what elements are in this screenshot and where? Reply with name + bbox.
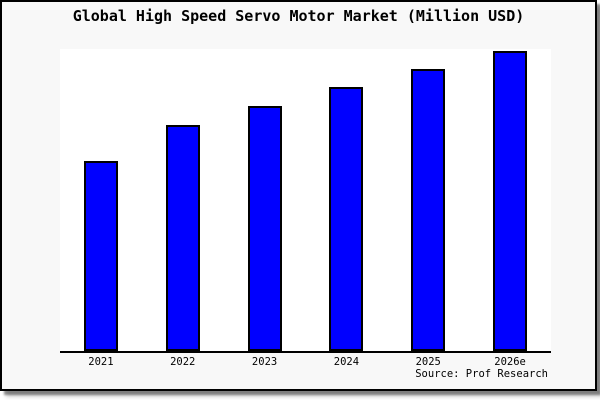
- x-tick-label-2025: 2025: [415, 356, 441, 368]
- x-tick-label-2026e: 2026e: [494, 356, 526, 368]
- bar-2021: [83, 161, 118, 351]
- bar-2022: [165, 124, 200, 351]
- chart-card: Global High Speed Servo Motor Market (Mi…: [0, 0, 597, 391]
- bar-2025: [411, 68, 446, 351]
- source-note: Source: Prof Research: [415, 368, 548, 380]
- x-axis-line: [60, 351, 551, 353]
- x-tick-label-2024: 2024: [333, 356, 360, 368]
- x-axis-ticks: 2021 2022 2023 2024 2025 2026e: [60, 356, 551, 368]
- x-tick-label-2023: 2023: [251, 356, 278, 368]
- bar-2023: [247, 106, 282, 351]
- plot-area: [60, 49, 551, 351]
- chart-title: Global High Speed Servo Motor Market (Mi…: [72, 7, 525, 25]
- bar-2024: [329, 87, 364, 351]
- bar-2026e: [493, 51, 528, 351]
- x-tick-label-2022: 2022: [170, 356, 196, 368]
- x-tick-label-2021: 2021: [88, 356, 114, 368]
